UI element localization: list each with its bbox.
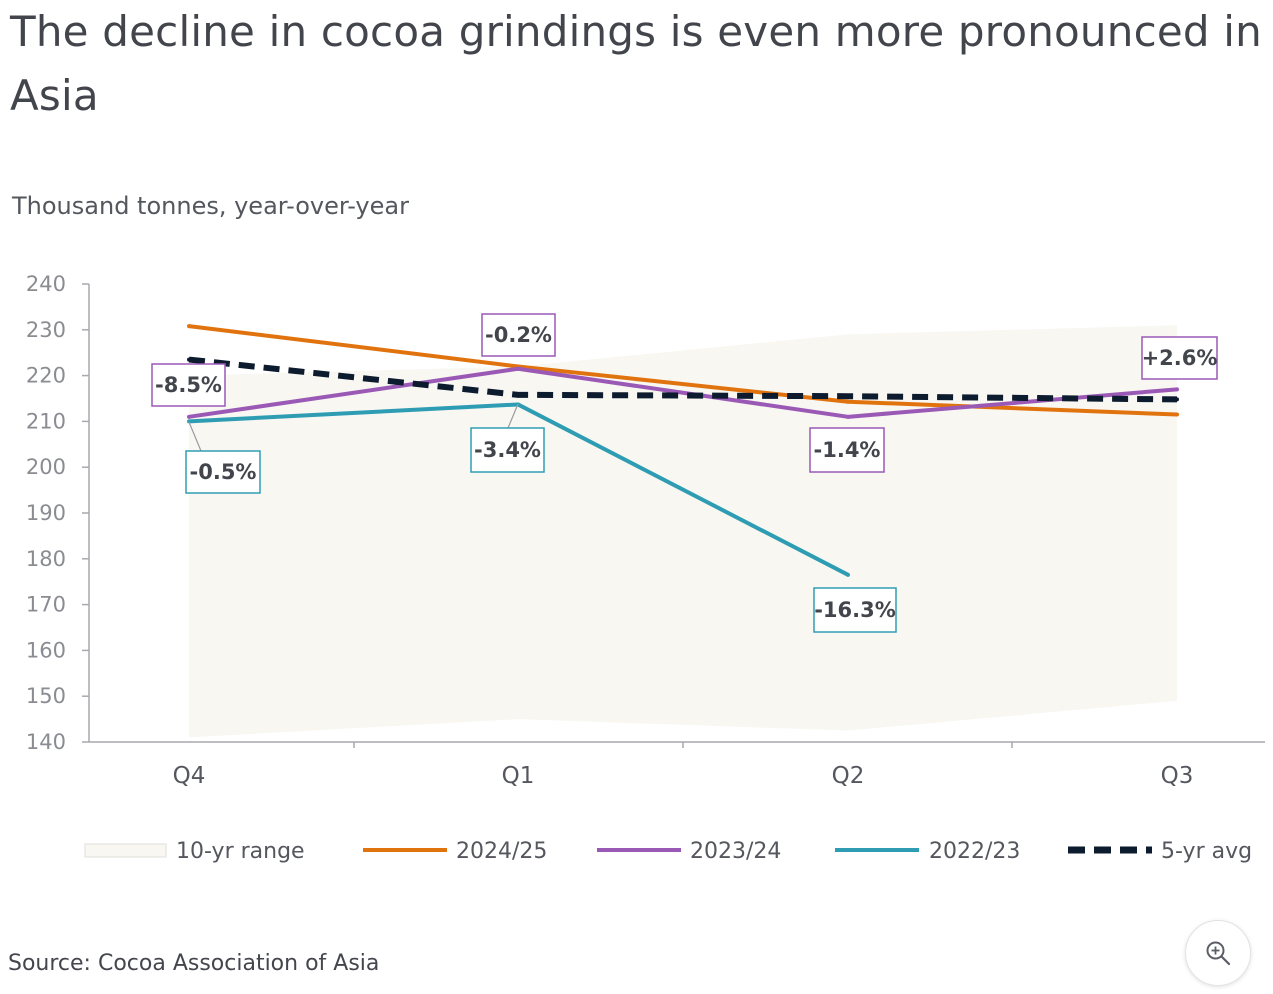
chart-subtitle: Thousand tonnes, year-over-year: [12, 192, 409, 220]
chart-title: The decline in cocoa grindings is even m…: [10, 7, 1262, 120]
x-tick-label: Q3: [1161, 763, 1194, 789]
data-point-s2024: [187, 324, 191, 329]
x-tick-label: Q1: [502, 763, 535, 789]
annotation-label: -0.2%: [485, 323, 552, 347]
annotation-label: +2.6%: [1142, 346, 1218, 370]
data-point-s2022: [187, 419, 191, 424]
zoom-button[interactable]: [1185, 920, 1251, 986]
data-point-s2022: [846, 572, 850, 577]
legend-swatch-range: [84, 843, 167, 858]
data-point-s2023: [516, 366, 520, 371]
series-line-s2024: [188, 324, 1178, 417]
legend-label-avg: 5-yr avg: [1161, 839, 1252, 864]
legend-label-s2023: 2023/24: [690, 839, 781, 864]
data-point-avg: [516, 392, 520, 397]
zoom-in-icon: [1206, 941, 1231, 966]
y-tick-label: 150: [26, 684, 66, 708]
annotation-box: [185, 450, 261, 494]
annotation-box: [1141, 336, 1218, 380]
source-note: Source: Cocoa Association of Asia: [8, 951, 380, 976]
annotation-box: [481, 313, 556, 357]
series-line-avg: [188, 356, 1178, 403]
y-tick-label: 160: [26, 638, 66, 662]
series-line-s2023: [188, 366, 1178, 419]
y-tick-label: 200: [26, 455, 66, 479]
annotation-box: [809, 427, 885, 473]
annotation-label: -16.3%: [814, 598, 896, 622]
legend-label-s2022: 2022/23: [929, 839, 1020, 864]
data-point-s2024: [846, 399, 850, 404]
y-tick-label: 140: [26, 730, 66, 754]
data-point-s2023: [1175, 387, 1179, 392]
annotation-box: [470, 427, 545, 473]
data-point-avg: [187, 357, 191, 362]
annotation-label: -3.4%: [474, 438, 541, 462]
y-tick-label: 180: [26, 547, 66, 571]
y-tick-label: 220: [26, 364, 66, 388]
data-point-avg: [846, 394, 850, 399]
annotation-label: -0.5%: [190, 460, 257, 484]
annotation-label: -1.4%: [814, 438, 881, 462]
y-tick-label: 190: [26, 501, 66, 525]
y-tick-label: 170: [26, 593, 66, 617]
y-tick-label: 210: [26, 409, 66, 433]
legend-label-s2024: 2024/25: [456, 839, 547, 864]
data-point-avg: [1175, 397, 1179, 402]
data-point-s2024: [1175, 412, 1179, 417]
data-point-s2023: [846, 414, 850, 419]
annotation-box: [151, 363, 226, 407]
annotation-label: -8.5%: [155, 373, 222, 397]
legend-label-range: 10-yr range: [176, 839, 305, 864]
data-point-s2023: [187, 414, 191, 419]
x-tick-label: Q4: [173, 763, 206, 789]
annotation-leader: [188, 421, 202, 452]
annotation-leader: [507, 403, 519, 429]
y-tick-label: 230: [26, 318, 66, 342]
y-tick-label: 240: [26, 272, 66, 296]
x-tick-label: Q2: [832, 763, 865, 789]
range-band: [189, 325, 1177, 738]
annotation-box: [813, 587, 897, 633]
